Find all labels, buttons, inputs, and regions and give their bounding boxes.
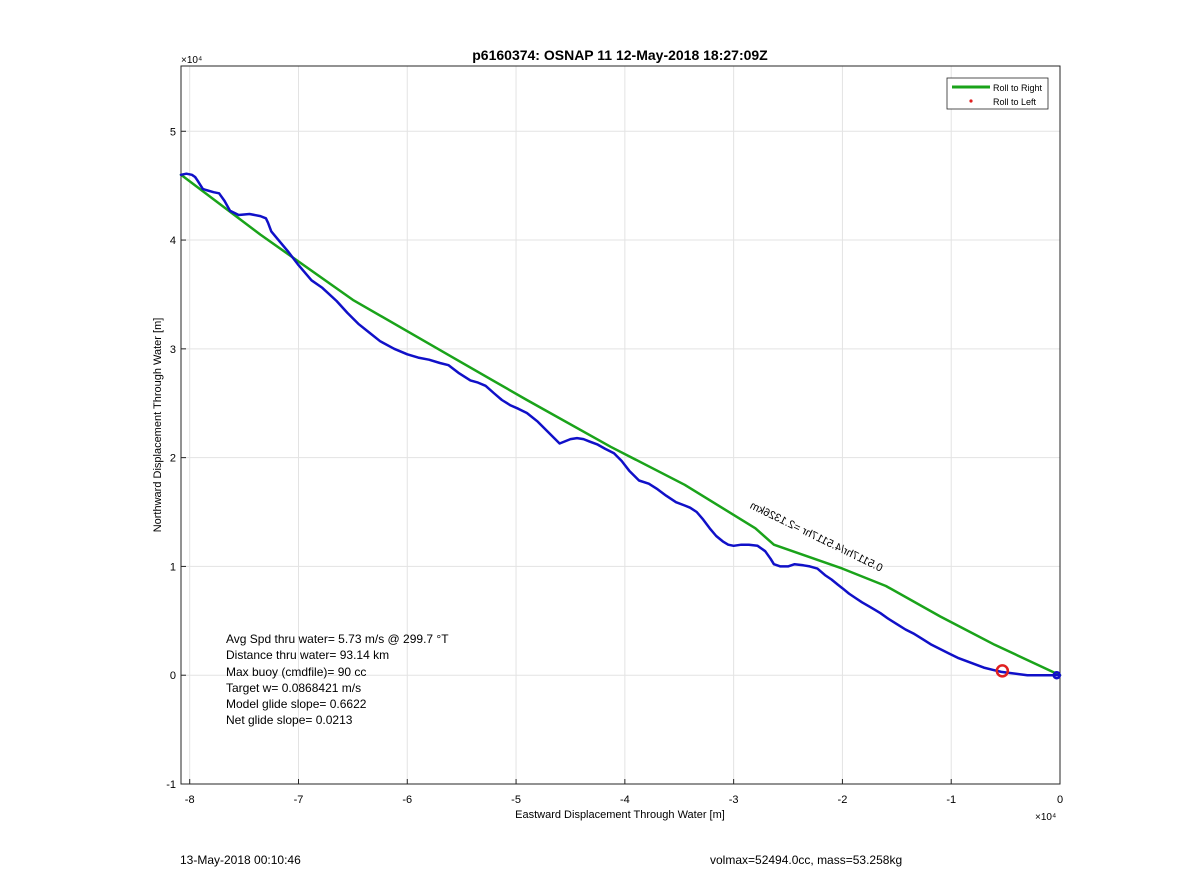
y-tick-label: 3: [170, 344, 176, 356]
x-tick-label: -7: [294, 794, 304, 806]
legend-label-roll-right: Roll to Right: [993, 83, 1043, 93]
stat-target-w: Target w= 0.0868421 m/s: [226, 680, 362, 695]
stat-net-glide: Net glide slope= 0.0213: [226, 713, 353, 728]
y-tick-label: 2: [170, 453, 176, 465]
legend-swatch-roll-left: [969, 99, 973, 103]
stat-max-buoy: Max buoy (cmdfile)= 90 cc: [226, 664, 367, 679]
marker-circle: [1052, 670, 1061, 680]
x-tick-label: -2: [838, 794, 848, 806]
series-track-line: [179, 172, 1062, 677]
y-exponent-label: ×10⁴: [181, 55, 202, 66]
x-tick-label: -1: [946, 794, 956, 806]
x-tick-label: -3: [729, 794, 739, 806]
y-tick-label: -1: [166, 779, 176, 791]
annotation-text: 0.5117hr/4.5117hr =2.1326km: [748, 500, 885, 575]
footer-volmax-mass: volmax=52494.0cc, mass=53.258kg: [710, 853, 903, 867]
stat-avg-speed: Avg Spd thru water= 5.73 m/s @ 299.7 °T: [226, 632, 449, 646]
y-axis-label: Northward Displacement Through Water [m]: [152, 318, 164, 533]
grid: [181, 66, 1061, 785]
legend: Roll to Right Roll to Left: [946, 77, 1049, 110]
ticks: -8 -7 -6 -5 -4 -3 -2 -1 0 -1 0 1 2 3 4 5: [166, 126, 1063, 806]
y-tick-label: 4: [170, 235, 176, 247]
marker-circle: [995, 664, 1010, 678]
legend-box: [946, 77, 1049, 110]
x-tick-label: -6: [402, 794, 412, 806]
series-roll-to-right-line: [179, 173, 1062, 677]
chart-title: p6160374: OSNAP 11 12-May-2018 18:27:09Z: [472, 47, 768, 63]
x-tick-label: -4: [620, 794, 630, 806]
footer-date: 13-May-2018 00:10:46: [180, 853, 301, 867]
legend-label-roll-left: Roll to Left: [993, 97, 1037, 107]
stat-model-glide: Model glide slope= 0.6622: [226, 697, 367, 712]
x-tick-label: -8: [185, 794, 195, 806]
stat-distance: Distance thru water= 93.14 km: [226, 648, 390, 663]
annotation-layer: 0.5117hr/4.5117hr =2.1326km: [748, 500, 885, 575]
stats-block: Avg Spd thru water= 5.73 m/s @ 299.7 °T …: [226, 631, 449, 729]
plot-area: [179, 172, 1062, 680]
y-tick-label: 1: [170, 561, 176, 573]
x-exponent-label: ×10⁴: [1035, 812, 1056, 823]
x-tick-label: 0: [1057, 794, 1063, 806]
axes-box: [180, 65, 1061, 785]
y-tick-label: 0: [170, 670, 176, 682]
y-tick-label: 5: [170, 126, 176, 138]
x-axis-label: Eastward Displacement Through Water [m]: [515, 809, 725, 821]
x-tick-label: -5: [511, 794, 521, 806]
